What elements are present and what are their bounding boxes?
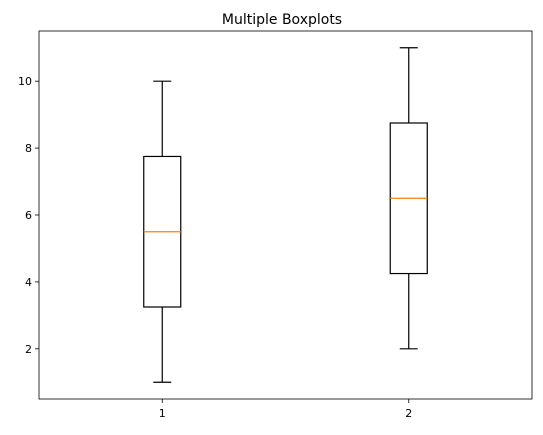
y-tick-label: 6 (25, 209, 32, 222)
y-tick-label: 2 (25, 343, 32, 356)
x-tick-label: 1 (159, 407, 166, 420)
box-group-2 (389, 47, 428, 350)
box-group-1 (143, 80, 182, 383)
y-tick-label: 10 (18, 75, 32, 88)
y-tick-label: 8 (25, 142, 32, 155)
y-tick-label: 4 (25, 276, 32, 289)
plot-marks (143, 47, 428, 383)
x-tick-label: 2 (405, 407, 412, 420)
chart-title: Multiple Boxplots (222, 12, 342, 28)
